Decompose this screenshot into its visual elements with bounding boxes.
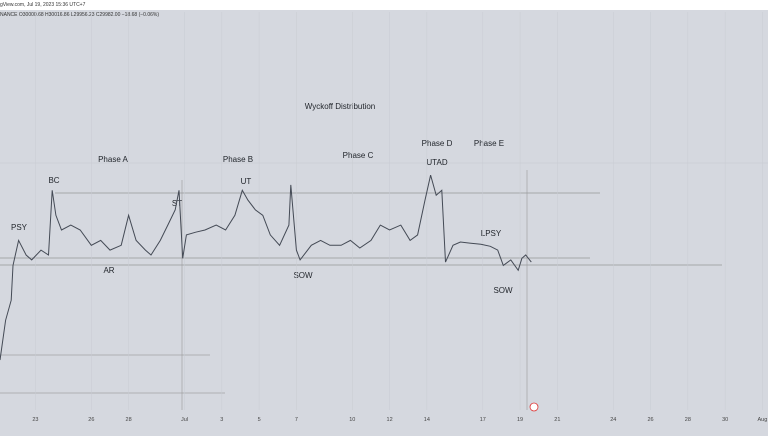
annotation: ST [172, 199, 182, 208]
x-tick-label: 17 [480, 417, 486, 423]
x-tick-label: 26 [88, 417, 94, 423]
x-tick-label: 23 [32, 417, 38, 423]
header-ohlc: NANCE O30000.68 H30016.86 L29956.23 C299… [0, 12, 159, 18]
x-tick-label: Jul [181, 417, 188, 423]
annotation: UT [241, 177, 252, 186]
annotation: SOW [293, 271, 313, 280]
x-tick-label: 7 [295, 417, 298, 423]
annotation: Phase A [98, 155, 128, 164]
price-line [0, 174, 532, 361]
x-tick-label: 10 [349, 417, 355, 423]
annotation: Phase C [343, 151, 374, 160]
x-tick-label: 21 [554, 417, 560, 423]
annotation: UTAD [426, 158, 447, 167]
annotation: Phase D [422, 139, 453, 148]
event-icon[interactable] [529, 402, 539, 412]
annotation: Phase B [223, 155, 253, 164]
x-tick-label: 28 [126, 417, 132, 423]
x-tick-label: 12 [387, 417, 393, 423]
annotation: LPSY [481, 229, 502, 238]
x-tick-label: 30 [722, 417, 728, 423]
annotation: BC [48, 176, 59, 185]
chart-title: Wyckoff Distribution [305, 102, 375, 111]
header-bar [0, 0, 768, 10]
annotation: PSY [11, 223, 28, 232]
x-tick-label: Aug [758, 417, 768, 423]
x-tick-label: 3 [220, 417, 223, 423]
annotation: SOW [493, 286, 513, 295]
x-tick-label: 19 [517, 417, 523, 423]
annotation: Phase E [474, 139, 504, 148]
x-tick-label: 24 [610, 417, 616, 423]
header-source: gView.com, Jul 19, 2023 15:36 UTC+7 [0, 2, 86, 8]
x-tick-label: 5 [258, 417, 261, 423]
annotation: AR [103, 266, 114, 275]
x-tick-label: 14 [424, 417, 430, 423]
x-tick-label: 28 [685, 417, 691, 423]
x-tick-label: 26 [648, 417, 654, 423]
